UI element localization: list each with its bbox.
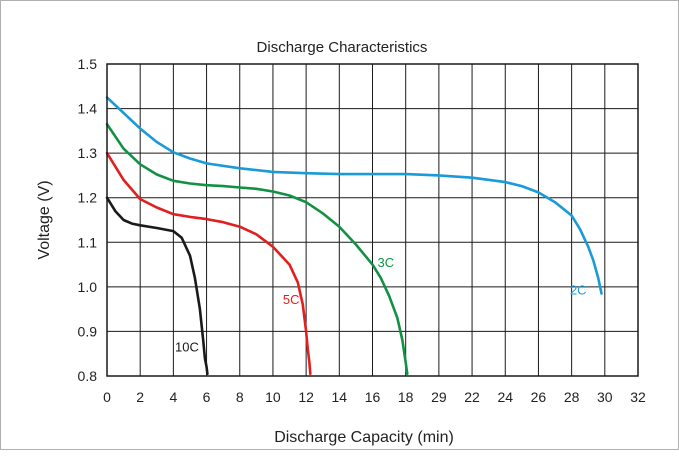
series-lines	[105, 96, 603, 376]
x-tick-label: 30	[597, 389, 613, 405]
plot-border	[106, 63, 639, 377]
series-label-3c: 3C	[377, 255, 394, 270]
y-tick-label: 1.1	[78, 234, 98, 250]
x-tick-label: 4	[169, 389, 177, 405]
x-tick-label: 6	[203, 389, 211, 405]
series-line-5c	[105, 151, 312, 376]
x-axis-label: Discharge Capacity (min)	[274, 429, 454, 446]
y-tick-label: 1.4	[78, 101, 98, 117]
chart-title: Discharge Characteristics	[257, 39, 428, 56]
y-tick-labels: 0.8 0.9 1.0 1.1 1.2 1.3 1.4 1.5	[78, 56, 98, 384]
y-tick-label: 1.5	[78, 56, 98, 72]
x-tick-label: 14	[332, 389, 348, 405]
x-tick-label: 32	[630, 389, 646, 405]
x-tick-label: 12	[298, 389, 314, 405]
series-line-10c	[105, 196, 209, 376]
x-tick-label: 10	[265, 389, 281, 405]
series-line-2c	[105, 96, 603, 295]
y-tick-label: 1.3	[78, 145, 98, 161]
x-tick-label: 29	[431, 389, 447, 405]
series-label-5c: 5C	[283, 292, 300, 307]
x-tick-label: 28	[564, 389, 580, 405]
x-tick-label: 16	[365, 389, 381, 405]
y-tick-label: 0.8	[78, 368, 98, 384]
x-tick-label: 2	[136, 389, 144, 405]
x-tick-label: 24	[497, 389, 513, 405]
x-tick-label: 8	[236, 389, 244, 405]
y-tick-label: 1.0	[78, 279, 98, 295]
y-axis-label: Voltage (V)	[36, 180, 53, 259]
x-tick-label: 22	[464, 389, 480, 405]
series-label-10c: 10C	[175, 339, 199, 354]
x-tick-labels: 0 2 4 6 8 10 12 14 16 18 29 22 24 26 28 30 32	[103, 389, 646, 405]
x-tick-label: 18	[398, 389, 414, 405]
series-line-3c	[105, 122, 409, 376]
grid-lines	[107, 64, 638, 376]
x-tick-label: 26	[531, 389, 547, 405]
y-tick-label: 1.2	[78, 190, 98, 206]
series-label-2c: 2C	[570, 282, 587, 297]
y-tick-label: 0.9	[78, 323, 98, 339]
series-labels: 10C 5C 3C 2C	[175, 255, 587, 355]
x-tick-label: 0	[103, 389, 111, 405]
